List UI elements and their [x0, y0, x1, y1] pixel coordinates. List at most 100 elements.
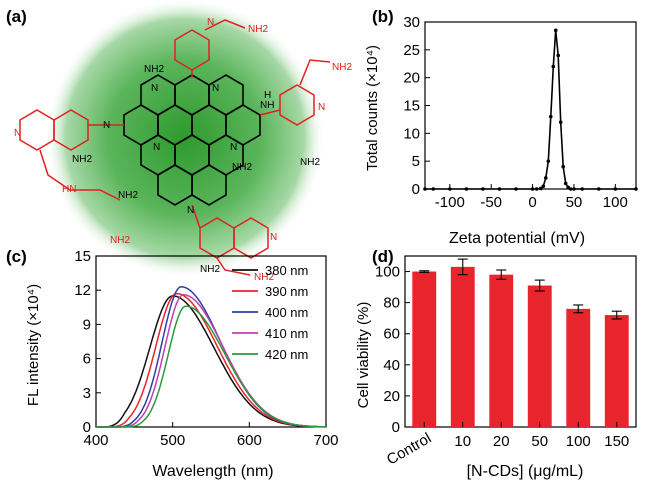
panel-b-ytick-label: 5 — [412, 153, 420, 170]
panel-label-c: (c) — [6, 247, 27, 266]
amine-label-4: NH2 — [300, 157, 320, 168]
panel-c-xlabel: Wavelength (nm) — [152, 463, 273, 480]
panel-a-structure: NH2 NH2 NH2 NH2 NH2 NH2 NH2 NH2 NH2 NH2 … — [14, 0, 352, 283]
panel-d-xtick-label: 10 — [454, 433, 471, 450]
amine-label-10: NH2 — [110, 235, 130, 246]
panel-d-bar — [412, 271, 437, 427]
amine-label-1: NH2 — [248, 24, 268, 35]
panel-b-xlabel: Zeta potential (mV) — [449, 230, 585, 247]
panel-b-data-point — [568, 187, 573, 191]
panel-d-bar — [527, 285, 552, 427]
panel-c-frame — [95, 255, 327, 428]
amine-label-8: NH2 — [200, 264, 220, 275]
panel-b-data-point — [530, 187, 535, 191]
panel-d-ytick-label: 20 — [383, 388, 400, 405]
amine-label-2: NH2 — [144, 64, 164, 75]
panel-b-frame — [424, 21, 637, 190]
panel-d-xlabel: [N-CDs] (μg/mL) — [467, 463, 584, 480]
panel-label-a: (a) — [6, 7, 27, 26]
panel-c-xtick-label: 500 — [160, 432, 185, 449]
panel-b-data-point — [553, 28, 558, 33]
nitrogen-label-9: N — [318, 102, 325, 113]
panel-b-data-point — [544, 176, 548, 180]
panel-d-viability-chart: Cell viability (%) [N-CDs] (μg/mL) 0 20 40… — [355, 255, 637, 480]
panel-c-fluorescence-chart: FL intensity (×10⁴) Wavelength (nm) 400 5… — [25, 248, 339, 480]
panel-b-ytick-label: 30 — [403, 14, 420, 31]
panel-b-ytick-label: 15 — [403, 98, 420, 115]
panel-b-data-point — [556, 53, 561, 58]
red-substituents — [19, 19, 331, 276]
panel-d-ytick-label: 80 — [383, 295, 400, 312]
nitrogen-label-5: N — [151, 83, 158, 94]
panel-b-data-point — [497, 187, 502, 191]
nitrogen-label-7: N — [14, 128, 21, 139]
nitrogen-label-6: N — [212, 83, 219, 94]
panel-c-legend-label: 390 nm — [265, 284, 308, 299]
nitrogen-label-1: N — [103, 120, 110, 131]
panel-b-ytick-label: 25 — [403, 42, 420, 59]
structure-atom-labels: NH2 NH2 NH2 NH2 NH2 NH2 NH2 NH2 NH2 NH2 … — [14, 17, 352, 283]
panel-d-frame — [404, 255, 637, 428]
panel-b-data-point — [448, 187, 452, 191]
panel-b-zeta-chart: Total counts (×10⁴) Zeta potential (mV) … — [364, 14, 638, 247]
panel-d-bar — [489, 274, 514, 427]
panel-d-xtick-label: 20 — [493, 433, 510, 450]
panel-b-series-line — [425, 30, 636, 190]
panel-d-ytick-label: 40 — [383, 357, 400, 374]
panel-d-xtick-label: 150 — [604, 433, 629, 450]
panel-c-xtick-label: 600 — [237, 432, 262, 449]
panel-b-xtick-label: -100 — [435, 194, 465, 211]
nitrogen-label-2: N — [153, 142, 160, 153]
panel-b-data-point — [431, 187, 436, 191]
nitrogen-label-4: N — [187, 205, 194, 216]
panel-c-ytick-label: 0 — [83, 419, 91, 436]
panel-c-legend-label: 410 nm — [265, 326, 308, 341]
panel-b-data-point — [481, 187, 485, 191]
panel-d-ytick-label: 60 — [383, 326, 400, 343]
panel-c-legend-label: 400 nm — [265, 305, 308, 320]
panel-b-data-point — [596, 187, 601, 191]
panel-b-data-point — [613, 187, 618, 191]
panel-b-ytick-label: 20 — [403, 70, 420, 87]
panel-b-data-point — [548, 114, 553, 119]
panel-d-bar — [566, 308, 591, 427]
panel-b-data-point — [539, 186, 543, 191]
panel-d-ylabel: Cell viability (%) — [355, 302, 372, 409]
panel-b-xtick-label: 0 — [528, 194, 536, 211]
panel-c-series-line — [96, 305, 326, 428]
panel-b-ylabel: Total counts (×10⁴) — [364, 45, 381, 171]
panel-label-b: (b) — [372, 7, 394, 26]
panel-d-ytick-label: 0 — [392, 419, 400, 436]
panel-d-bar — [604, 315, 629, 427]
panel-b-xtick-label: 100 — [603, 194, 628, 211]
panel-b-ytick-label: 0 — [412, 181, 420, 198]
panel-c-ytick-label: 3 — [83, 385, 91, 402]
amine-label-5: NH2 — [72, 154, 92, 165]
panel-c-ytick-label: 6 — [83, 351, 91, 368]
panel-label-d: (d) — [372, 247, 394, 266]
panel-b-data-point — [423, 187, 427, 191]
panel-c-xtick-label: 400 — [83, 432, 108, 449]
amine-label-6: NH2 — [232, 162, 252, 173]
panel-b-data-point — [580, 187, 585, 191]
panel-b-data-point — [563, 181, 568, 186]
nitrogen-label-8: N — [207, 17, 214, 28]
panel-d-xtick-label: 100 — [566, 433, 591, 450]
panel-c-ylabel: FL intensity (×10⁴) — [25, 284, 42, 406]
panel-d-bar — [450, 266, 475, 427]
panel-c-ytick-label: 9 — [83, 316, 91, 333]
panel-b-data-point — [546, 159, 551, 163]
panel-b-ytick-label: 10 — [403, 125, 420, 142]
amine-label-9: NH2 — [254, 272, 274, 283]
panel-b-data-point — [551, 64, 556, 69]
amine-nh-label: NH — [260, 100, 274, 111]
panel-b-data-point — [572, 187, 576, 191]
panel-b-data-point — [558, 120, 563, 124]
panel-c-ytick-label: 12 — [74, 282, 91, 299]
panel-c-legend-label: 380 nm — [265, 263, 308, 278]
panel-b-data-point — [514, 187, 518, 191]
panel-b-data-point — [634, 187, 638, 191]
nitrogen-label-10: N — [270, 232, 277, 243]
hydrogen-label: H — [264, 90, 271, 101]
